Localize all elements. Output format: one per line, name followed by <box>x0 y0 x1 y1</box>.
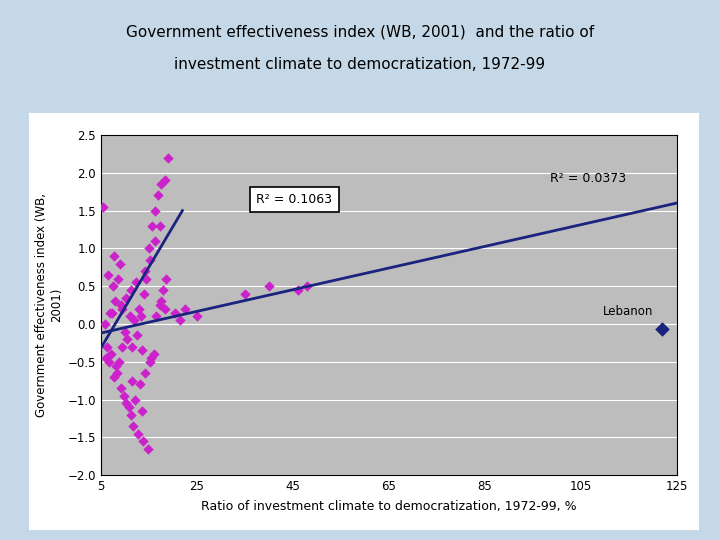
Point <box>132 429 144 438</box>
Point <box>112 274 123 283</box>
Point <box>239 289 251 298</box>
Text: investment climate to democratization, 1972-99: investment climate to democratization, 1… <box>174 57 546 72</box>
Y-axis label: Government effectiveness index (WB,
2001): Government effectiveness index (WB, 2001… <box>35 193 63 417</box>
Point <box>104 308 116 317</box>
Point <box>159 176 171 185</box>
Point <box>126 376 138 385</box>
Point <box>117 305 128 313</box>
Point <box>153 191 164 200</box>
Point <box>102 271 114 279</box>
Point <box>106 308 117 317</box>
Point <box>125 286 137 294</box>
Point <box>140 274 152 283</box>
Point <box>97 202 109 211</box>
Point <box>115 384 127 393</box>
Point <box>145 357 156 366</box>
X-axis label: Ratio of investment climate to democratization, 1972-99, %: Ratio of investment climate to democrati… <box>201 500 577 513</box>
Point <box>123 403 135 411</box>
Point <box>109 373 120 381</box>
Point <box>124 312 135 321</box>
Point <box>138 289 150 298</box>
Point <box>129 316 140 325</box>
Point <box>130 278 142 287</box>
Point <box>302 282 313 291</box>
Point <box>100 354 112 362</box>
Point <box>143 244 155 253</box>
Point <box>131 331 143 340</box>
Point <box>179 305 191 313</box>
Text: R² = 0.1063: R² = 0.1063 <box>256 193 333 206</box>
Point <box>158 286 169 294</box>
Point <box>149 206 161 215</box>
Point <box>155 297 166 306</box>
Point <box>135 380 146 389</box>
Point <box>114 259 126 268</box>
Point <box>130 395 141 404</box>
Point <box>174 316 186 325</box>
Point <box>263 282 274 291</box>
Point <box>102 342 113 351</box>
Point <box>159 305 171 313</box>
Point <box>136 407 148 415</box>
Point <box>146 221 158 230</box>
Point <box>120 293 132 302</box>
Point <box>109 297 121 306</box>
Point <box>113 357 125 366</box>
Point <box>139 369 150 377</box>
Point <box>154 221 166 230</box>
Point <box>292 286 303 294</box>
Point <box>138 437 149 445</box>
Point <box>145 255 156 264</box>
Point <box>169 308 181 317</box>
Point <box>125 410 136 419</box>
Point <box>104 357 115 366</box>
Point <box>150 312 162 321</box>
Point <box>156 180 167 188</box>
Point <box>110 361 122 370</box>
Point <box>119 327 130 336</box>
Point <box>135 312 146 321</box>
Point <box>145 354 157 362</box>
Point <box>126 342 138 351</box>
Point <box>149 237 161 245</box>
Text: Government effectiveness index (WB, 2001)  and the ratio of: Government effectiveness index (WB, 2001… <box>126 24 594 39</box>
Point <box>122 335 133 343</box>
Point <box>99 320 110 328</box>
Point <box>136 346 148 355</box>
Point <box>142 444 153 453</box>
Point <box>118 392 130 400</box>
Point <box>107 282 119 291</box>
Point <box>154 301 166 309</box>
Point <box>116 301 127 309</box>
Point <box>117 342 128 351</box>
Point <box>148 350 159 359</box>
Point <box>106 350 117 359</box>
Text: R² = 0.0373: R² = 0.0373 <box>550 172 626 185</box>
Point <box>109 252 120 260</box>
Point <box>161 274 172 283</box>
Point <box>120 399 132 408</box>
Point <box>191 312 202 321</box>
Point <box>111 369 122 377</box>
Point <box>657 325 668 334</box>
Point <box>162 153 174 162</box>
Point <box>133 305 145 313</box>
Point <box>127 422 139 430</box>
Point <box>140 267 151 275</box>
Text: Lebanon: Lebanon <box>603 305 653 318</box>
